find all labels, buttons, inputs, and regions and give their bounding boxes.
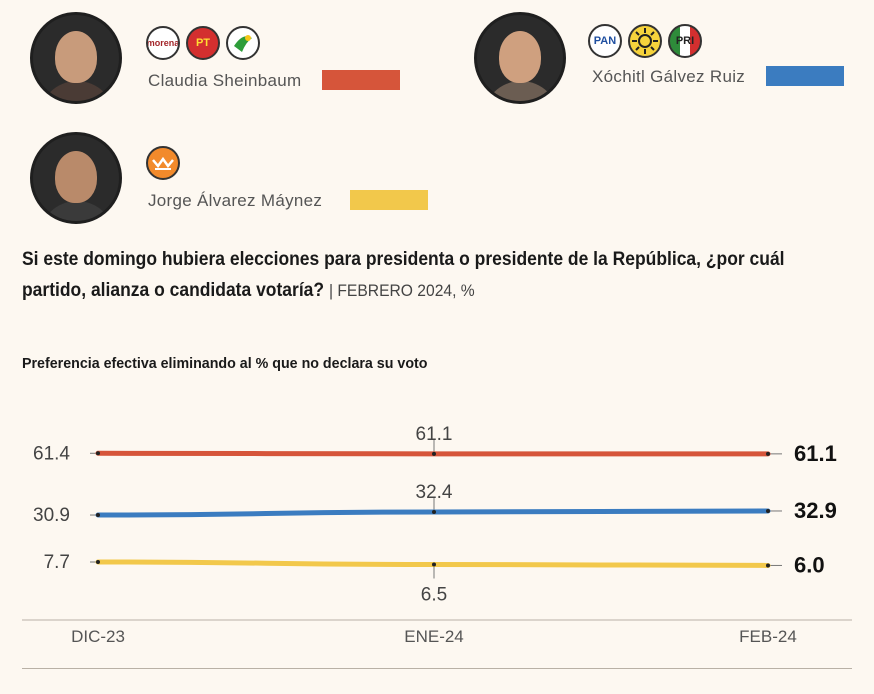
legend-swatch-sheinbaum (322, 70, 400, 90)
data-point (766, 451, 770, 456)
data-label: 7.7 (44, 552, 70, 573)
candidate-name: Claudia Sheinbaum (148, 71, 302, 90)
question-text: Si este domingo hubiera elecciones para … (22, 249, 785, 301)
avatar-sheinbaum (30, 12, 122, 104)
pt-logo-icon: PT (186, 26, 220, 60)
question-note: | FEBRERO 2024, % (328, 281, 475, 300)
candidate-name: Jorge Álvarez Máynez (148, 191, 323, 210)
pvem-logo-icon (226, 26, 260, 60)
data-label: 30.9 (33, 505, 70, 526)
data-label: 61.4 (33, 443, 70, 464)
data-label: 32.9 (794, 498, 837, 523)
data-point (432, 509, 436, 514)
chart-question: Si este domingo hubiera elecciones para … (22, 244, 786, 306)
data-label: 6.5 (421, 584, 447, 605)
x-tick-label: ENE-24 (404, 627, 464, 646)
avatar-maynez (30, 132, 122, 224)
x-tick-label: FEB-24 (739, 627, 797, 646)
data-point (766, 508, 770, 513)
data-point (432, 562, 436, 567)
avatar-galvez (474, 12, 566, 104)
data-label: 32.4 (416, 482, 453, 503)
pan-logo-icon: PAN (588, 24, 622, 58)
data-label: 6.0 (794, 552, 825, 577)
bottom-rule (22, 668, 852, 669)
data-label: 61.1 (794, 441, 837, 466)
morena-logo-icon: morena (146, 26, 180, 60)
prd-logo-icon (628, 24, 662, 58)
candidate-name: Xóchitl Gálvez Ruiz (592, 67, 746, 86)
data-label: 61.1 (416, 424, 453, 445)
data-point (96, 513, 100, 518)
chart-subtitle: Preferencia efectiva eliminando al % que… (22, 355, 428, 372)
x-tick-label: DIC-23 (71, 627, 125, 646)
data-point (96, 451, 100, 456)
pri-logo-icon: PRI (668, 24, 702, 58)
data-point (766, 563, 770, 568)
data-point (96, 560, 100, 565)
legend-swatch-galvez (766, 66, 844, 86)
data-point (432, 451, 436, 456)
line-chart: DIC-23 ENE-24 FEB-24 61.4 61.1 61.1 30.9 32.4 32… (22, 424, 852, 646)
mc-logo-icon (146, 146, 180, 180)
legend-swatch-maynez (350, 190, 428, 210)
